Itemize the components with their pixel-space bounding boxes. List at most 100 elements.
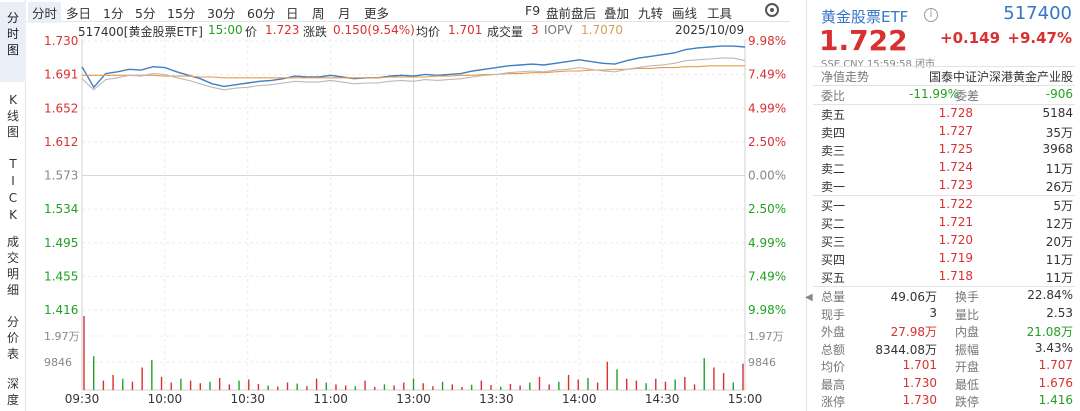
- collapse-panel-icon[interactable]: ◀: [805, 292, 813, 303]
- ask-level-row[interactable]: 卖二 1.724 11万: [807, 159, 1080, 177]
- market-meta: SSE CNY 15:59:58 闭市: [821, 59, 936, 70]
- ask-level-volume: 35万: [1045, 126, 1073, 140]
- price-tick-label: 1.455: [44, 269, 78, 283]
- ask-level-row[interactable]: 卖五 1.728 5184: [807, 105, 1080, 123]
- bid-level-row[interactable]: 买二 1.721 12万: [807, 214, 1080, 232]
- time-tick-label: 10:30: [230, 392, 265, 406]
- stat-label: 换手: [955, 290, 980, 304]
- price-lines: [81, 45, 746, 91]
- divider: [813, 104, 1075, 105]
- stat-label: 总量: [821, 290, 846, 304]
- bid-level-label: 买四: [821, 253, 846, 267]
- divider: [813, 85, 1075, 86]
- chart-grid: [81, 39, 746, 391]
- tool-drawline[interactable]: 画线: [672, 6, 698, 21]
- period-month[interactable]: 月: [338, 6, 351, 21]
- period-1min[interactable]: 1分: [103, 6, 124, 21]
- period-more[interactable]: 更多: [364, 6, 390, 21]
- info-icon[interactable]: i: [924, 8, 938, 22]
- price-tick-label: 1.416: [44, 303, 78, 317]
- info-time: 15:00: [208, 23, 243, 37]
- last-price: 1.722: [819, 24, 908, 57]
- tool-overlay[interactable]: 叠加: [604, 6, 630, 21]
- bid-level-label: 买一: [821, 199, 846, 213]
- stat-label: 跌停: [955, 395, 980, 409]
- price-change: +0.149: [940, 29, 1001, 47]
- period-5min[interactable]: 5分: [135, 6, 156, 21]
- bid-level-volume: 20万: [1045, 235, 1073, 249]
- info-change: 0.150(9.54%): [333, 23, 415, 37]
- period-week[interactable]: 周: [312, 6, 325, 21]
- tool-nine-turn[interactable]: 九转: [638, 6, 664, 21]
- time-tick-label: 14:00: [562, 392, 597, 406]
- stat-value: 27.98万: [890, 325, 937, 339]
- tool-f9[interactable]: F9: [525, 3, 541, 18]
- period-60min[interactable]: 60分: [247, 6, 276, 21]
- ask-level-volume: 11万: [1045, 162, 1073, 176]
- intraday-chart[interactable]: 1.730 1.691 1.652 1.612 1.573 1.534 1.495 1.455…: [0, 0, 806, 411]
- price-tick-label: 1.534: [44, 202, 78, 216]
- ask-level-row[interactable]: 卖四 1.727 35万: [807, 123, 1080, 141]
- bid-level-label: 买三: [821, 235, 846, 249]
- info-avg-label: 均价: [416, 25, 441, 39]
- side-tab-depth[interactable]: 深度: [0, 376, 26, 410]
- ask-level-row[interactable]: 卖三 1.725 3968: [807, 141, 1080, 159]
- bid-level-row[interactable]: 买一 1.722 5万: [807, 196, 1080, 214]
- side-tab-depth-label: 深度: [6, 377, 19, 407]
- info-avg: 1.701: [448, 23, 483, 37]
- info-price: 1.723: [265, 23, 300, 37]
- nav-label[interactable]: 净值走势: [821, 70, 870, 84]
- settings-gear-icon[interactable]: [765, 3, 779, 17]
- period-15min[interactable]: 15分: [167, 6, 196, 21]
- side-tab-fenshi-label: 分时图: [6, 11, 19, 57]
- bid-level-row[interactable]: 买五 1.718 11万: [807, 268, 1080, 286]
- volume-tick-label: 9846: [44, 356, 72, 369]
- side-tab-tick[interactable]: TICK: [0, 156, 26, 226]
- stats-row: 最高 1.730 最低 1.676: [807, 375, 1080, 393]
- side-tab-kline[interactable]: K线图: [0, 92, 26, 146]
- period-multiday[interactable]: 多日: [66, 6, 92, 21]
- pct-axis-labels: 9.98% 7.49% 4.99% 2.50% 0.00% 2.50% 4.99% 7.49%…: [748, 34, 786, 317]
- period-toolbar: 分时 多日 1分 5分 15分 30分 60分 日 周 月 更多 F9 盘前盘后…: [26, 0, 790, 23]
- stat-label: 最高: [821, 377, 846, 392]
- stat-label: 量比: [955, 307, 980, 322]
- price-series-line: [81, 57, 746, 91]
- ask-level-row[interactable]: 卖一 1.723 26万: [807, 177, 1080, 195]
- volume-axis-labels: 1.97万 1.97万 9846 9846: [44, 330, 784, 369]
- price-axis-labels: 1.730 1.691 1.652 1.612 1.573 1.534 1.495 1.455…: [44, 34, 78, 317]
- time-tick-label: 11:00: [313, 392, 348, 406]
- info-name: 517400[黄金股票ETF]: [78, 25, 203, 39]
- ask-level-price: 1.728: [938, 106, 973, 120]
- period-30min[interactable]: 30分: [207, 6, 236, 21]
- volume-tick-label: 1.97万: [44, 330, 80, 343]
- pct-tick-label: 7.49%: [748, 68, 786, 82]
- pct-tick-label: 2.50%: [748, 135, 786, 149]
- stat-value: 49.06万: [890, 290, 937, 304]
- tool-tools[interactable]: 工具: [707, 6, 733, 21]
- price-tick-label: 1.612: [44, 135, 78, 149]
- stats-row: 现手 3 量比 2.53: [807, 305, 1080, 323]
- stat-label: 涨停: [821, 395, 846, 409]
- period-fenshi[interactable]: 分时: [28, 2, 62, 23]
- period-day[interactable]: 日: [286, 6, 299, 21]
- stat-label: 现手: [821, 307, 846, 322]
- divider: [813, 286, 1075, 287]
- side-tab-price-dist[interactable]: 分价表: [0, 314, 26, 366]
- wc-value: -906: [1045, 87, 1073, 101]
- nav-row[interactable]: 净值走势 国泰中证沪深港黄金产业股: [807, 67, 1080, 85]
- bid-level-row[interactable]: 买四 1.719 11万: [807, 250, 1080, 268]
- time-axis-labels: 09:30 10:00 10:30 11:00 13:00 13:30 14:00 14:30…: [65, 392, 763, 406]
- side-tab-fenshi[interactable]: 分时图: [0, 2, 26, 82]
- bid-level-row[interactable]: 买三 1.720 20万: [807, 232, 1080, 250]
- side-tab-trades[interactable]: 成交明细: [0, 234, 26, 304]
- info-vol: 3: [531, 23, 539, 37]
- stat-label: 总额: [821, 342, 846, 357]
- stat-label: 均价: [821, 360, 846, 374]
- tool-prepost[interactable]: 盘前盘后: [546, 6, 597, 21]
- pct-tick-label: 7.49%: [748, 269, 786, 283]
- stats-row: 外盘 27.98万 内盘 21.08万: [807, 322, 1080, 340]
- fund-full-name: 国泰中证沪深港黄金产业股: [928, 70, 1073, 84]
- fund-title[interactable]: 黄金股票ETF: [821, 8, 909, 26]
- divider: [813, 195, 1075, 196]
- stats-row: 均价 1.701 开盘 1.707: [807, 357, 1080, 375]
